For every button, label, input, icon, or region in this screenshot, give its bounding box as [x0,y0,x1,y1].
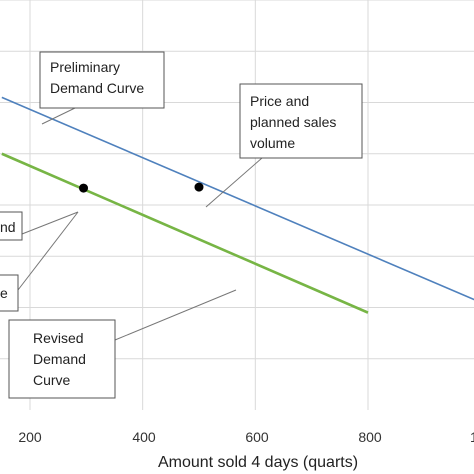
callout-box-revised [8,319,116,399]
callout-connector-revised [114,289,237,341]
callout-connector-preliminary [41,107,76,125]
callouts: Preliminary Demand Curve Price and planned … [0,51,363,399]
callout-text-revised: Revised [33,330,84,346]
x-axis-ticks: 200 400 600 800 1 [18,429,474,445]
callout-text-price: planned sales [250,114,336,130]
callout-text-left1: nd [0,219,16,235]
x-axis-title: Amount sold 4 days (quarts) [158,454,358,471]
callout-text-revised: Demand [33,351,86,367]
callout-text-price: Price and [250,93,309,109]
x-tick-label: 600 [245,429,269,445]
revised-demand-line [1,152,369,314]
x-tick-label: 800 [358,429,382,445]
callout-text-preliminary: Preliminary [50,59,120,75]
marker-point-1 [79,183,89,193]
data-points [79,182,204,193]
x-tick-label: 200 [18,429,42,445]
callout-box-preliminary [39,51,165,109]
series-lines [1,96,474,314]
callout-box-left2 [0,274,19,312]
callout-text-price: volume [250,135,295,151]
callout-text-revised: Curve [33,372,71,388]
preliminary-demand-line [1,96,474,301]
callout-text-preliminary: Demand Curve [50,80,144,96]
callout-text-left2: e [0,285,8,301]
callout-box-left1 [0,211,23,241]
callout-connector-left2 [17,211,79,291]
callout-connector-price [205,157,263,208]
callout-box-price [239,83,363,159]
marker-point-2 [194,182,204,192]
callout-connectors [17,107,263,341]
callout-connector-left1 [21,211,79,235]
x-tick-label: 400 [132,429,156,445]
x-tick-label: 1 [470,429,474,445]
